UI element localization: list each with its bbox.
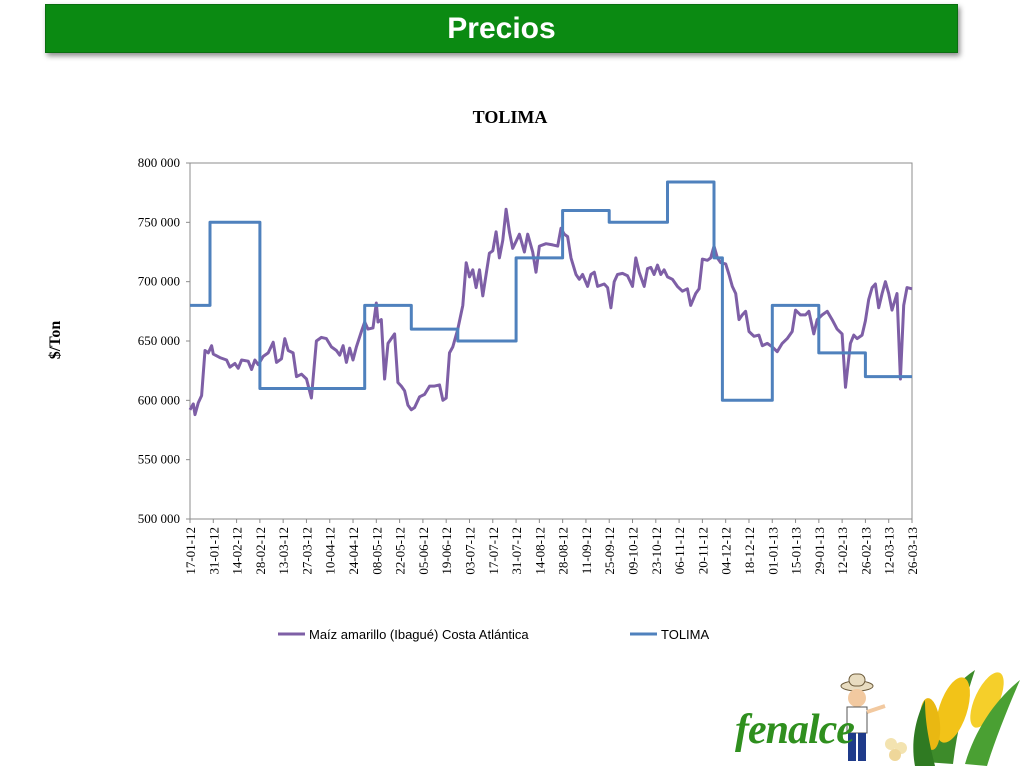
series-line-tolima: [190, 180, 912, 402]
y-tick-label: 800 000: [138, 155, 180, 170]
series-line-maiz: [188, 207, 913, 417]
x-tick-label: 19-06-12: [439, 527, 454, 575]
x-tick-label: 28-02-12: [253, 527, 268, 575]
x-tick-label: 14-02-12: [230, 527, 245, 575]
x-tick-label: 31-01-12: [206, 527, 221, 575]
x-tick-label: 17-07-12: [486, 527, 501, 575]
x-tick-label: 18-12-12: [742, 527, 757, 575]
y-tick-label: 650 000: [138, 333, 180, 348]
x-tick-label: 08-05-12: [369, 527, 384, 575]
y-tick-label: 700 000: [138, 274, 180, 289]
y-axis: 500 000 550 000 600 000 650 000 700 000 750 0…: [138, 155, 190, 526]
x-tick-label: 05-06-12: [416, 527, 431, 575]
x-tick-label: 09-10-12: [626, 527, 641, 575]
x-tick-label: 06-11-12: [672, 527, 687, 574]
header-banner: Precios: [45, 4, 958, 53]
legend-label-tolima: TOLIMA: [661, 627, 709, 642]
page-title: Precios: [447, 11, 556, 45]
fenalce-logo: [840, 670, 1020, 766]
y-tick-label: 600 000: [138, 392, 180, 407]
series-group: [188, 180, 913, 417]
x-tick-label: 28-08-12: [556, 527, 571, 575]
x-tick-label: 14-08-12: [532, 527, 547, 575]
x-tick-label: 31-07-12: [509, 527, 524, 575]
corn-icon: [913, 670, 1020, 766]
y-tick-label: 550 000: [138, 452, 180, 467]
logo-wordmark: fenalce: [735, 707, 855, 753]
farmer-icon: [840, 673, 907, 761]
x-tick-label: 26-02-13: [858, 527, 873, 575]
y-tick-label: 750 000: [138, 214, 180, 229]
x-tick-label: 17-01-12: [183, 527, 198, 575]
x-tick-label: 11-09-12: [579, 527, 594, 574]
legend: Maíz amarillo (Ibagué) Costa Atlántica T…: [278, 627, 709, 642]
x-tick-label: 10-04-12: [323, 527, 338, 575]
x-tick-label: 01-01-13: [765, 527, 780, 575]
x-tick-label: 04-12-12: [719, 527, 734, 575]
x-tick-label: 26-03-13: [905, 527, 920, 575]
x-tick-label: 23-10-12: [649, 527, 664, 575]
x-axis: 17-01-12 31-01-12 14-02-12 28-02-12 13-03-12…: [183, 519, 920, 575]
x-tick-label: 27-03-12: [299, 527, 314, 575]
x-tick-label: 29-01-13: [812, 527, 827, 575]
x-tick-label: 15-01-13: [789, 527, 804, 575]
legend-label-maiz: Maíz amarillo (Ibagué) Costa Atlántica: [309, 627, 529, 642]
x-tick-label: 22-05-12: [393, 527, 408, 575]
chart-title: TOLIMA: [473, 107, 548, 127]
x-tick-label: 13-03-12: [276, 527, 291, 575]
x-tick-label: 03-07-12: [462, 527, 477, 575]
x-tick-label: 25-09-12: [602, 527, 617, 575]
plot-area: [189, 162, 913, 520]
x-tick-label: 12-02-13: [835, 527, 850, 575]
x-tick-label: 24-04-12: [346, 527, 361, 575]
price-chart: TOLIMA $/Ton 500 000 550 000 600 000 650 00…: [47, 107, 920, 642]
y-axis-label: $/Ton: [47, 321, 64, 360]
x-tick-label: 20-11-12: [695, 527, 710, 574]
y-tick-label: 500 000: [138, 511, 180, 526]
x-tick-label: 12-03-13: [882, 527, 897, 575]
